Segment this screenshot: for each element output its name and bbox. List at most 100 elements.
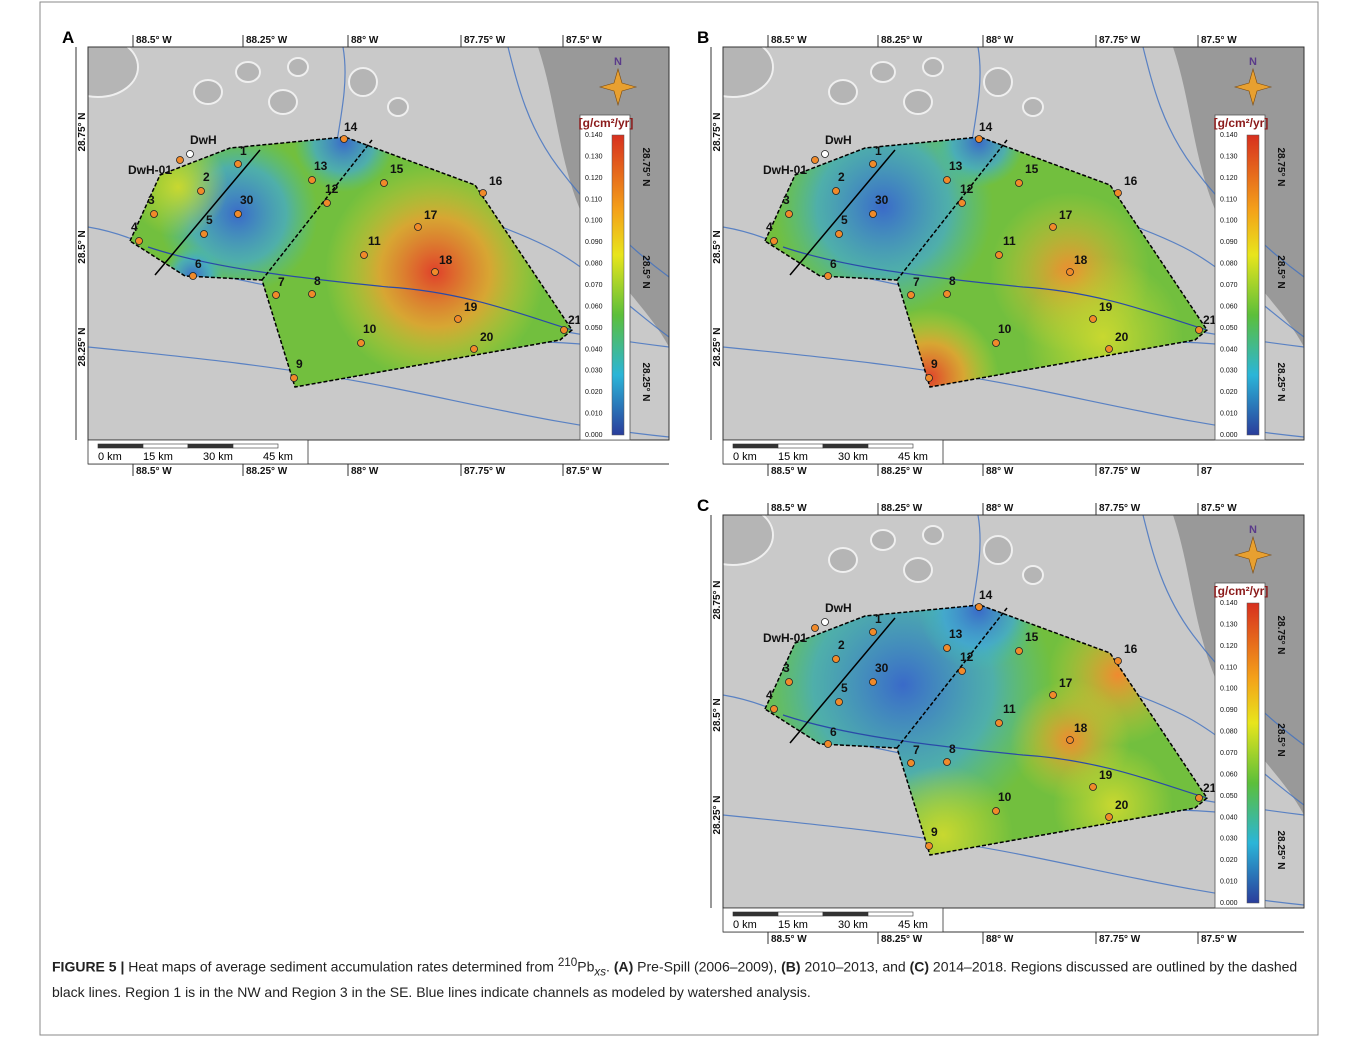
lat-label: 28.5° N — [712, 230, 723, 263]
station — [308, 176, 316, 184]
legend-tick: 0.140 — [1220, 132, 1238, 139]
station — [995, 719, 1003, 727]
station — [431, 268, 439, 276]
station-label: 4 — [766, 220, 773, 234]
station — [925, 842, 933, 850]
lat-label: 28.25° N — [77, 327, 88, 366]
station-label: 19 — [1099, 768, 1113, 782]
seamount — [1022, 97, 1044, 117]
station — [943, 758, 951, 766]
lat-label: 28.75° N — [640, 147, 651, 186]
legend-tick: 0.070 — [585, 282, 603, 289]
legend-tick: 0.100 — [1220, 218, 1238, 225]
scale-seg — [732, 443, 779, 449]
north-label: N — [1249, 56, 1257, 68]
station-label: 17 — [424, 208, 438, 222]
legend-tick: 0.030 — [585, 368, 603, 375]
caption-sup: 210 — [557, 956, 578, 969]
legend-tick: 0.030 — [1220, 368, 1238, 375]
station-label: 30 — [875, 661, 889, 675]
station — [835, 698, 843, 706]
lon-label: 88° W — [986, 503, 1014, 514]
station-label: 20 — [1115, 330, 1129, 344]
legend-tick: 0.140 — [1220, 600, 1238, 607]
station-label: 21 — [1203, 781, 1217, 795]
region-divider — [789, 617, 896, 744]
station — [785, 678, 793, 686]
station-label: 10 — [363, 322, 377, 336]
station-label: 1 — [240, 144, 247, 158]
station-label: DwH-01 — [763, 163, 807, 177]
seamount — [268, 89, 298, 115]
station-label: DwH-01 — [763, 631, 807, 645]
scale-seg — [187, 443, 234, 449]
scale-label: 45 km — [263, 451, 293, 463]
seamount — [723, 47, 774, 98]
station — [272, 291, 280, 299]
legend-tick: 0.050 — [1220, 325, 1238, 332]
caption-label: (B) — [781, 958, 801, 975]
scale-seg — [142, 443, 189, 449]
station — [811, 156, 819, 164]
lat-label: 28.25° N — [640, 362, 651, 401]
station — [1015, 647, 1023, 655]
panel-label: B — [697, 28, 709, 47]
legend-tick: 0.130 — [1220, 621, 1238, 628]
station-label: 5 — [841, 213, 848, 227]
station — [360, 251, 368, 259]
station-label: 7 — [913, 743, 920, 757]
station — [943, 290, 951, 298]
station — [811, 624, 819, 632]
station — [234, 160, 242, 168]
station-label: 12 — [960, 182, 974, 196]
legend-tick: 0.100 — [585, 218, 603, 225]
station — [197, 187, 205, 195]
station — [186, 150, 194, 158]
station-label: 21 — [568, 313, 582, 327]
legend-tick: 0.090 — [1220, 707, 1238, 714]
scale-label: 0 km — [98, 451, 122, 463]
lat-label: 28.75° N — [1275, 615, 1286, 654]
lon-label: 88.5° W — [771, 35, 807, 46]
lat-label: 28.25° N — [712, 795, 723, 834]
station-label: 7 — [278, 275, 285, 289]
station — [975, 135, 983, 143]
seamount — [235, 61, 261, 83]
station-label: 11 — [1003, 702, 1016, 716]
station — [454, 315, 462, 323]
legend-tick: 0.110 — [585, 196, 602, 203]
legend-tick: 0.040 — [1220, 814, 1238, 821]
scale-label: 30 km — [838, 451, 868, 463]
station — [832, 655, 840, 663]
station-label: 4 — [766, 688, 773, 702]
seamount — [903, 557, 933, 583]
station — [290, 374, 298, 382]
channel — [782, 246, 1207, 331]
seamount — [870, 61, 896, 83]
legend-tick: 0.070 — [1220, 282, 1238, 289]
station-label: 20 — [1115, 798, 1129, 812]
scale-seg — [97, 443, 144, 449]
station — [869, 678, 877, 686]
station-label: 11 — [368, 234, 381, 248]
station — [357, 339, 365, 347]
map-frame — [87, 46, 670, 441]
scale-label: 45 km — [898, 451, 928, 463]
lat-label: 28.75° N — [1275, 147, 1286, 186]
legend-tick: 0.030 — [1220, 836, 1238, 843]
station-label: 18 — [1074, 721, 1088, 735]
station — [975, 603, 983, 611]
north-label: N — [614, 56, 622, 68]
station — [869, 210, 877, 218]
lon-label: 87.75° W — [1099, 503, 1141, 514]
station — [1195, 326, 1203, 334]
station — [785, 210, 793, 218]
legend-tick: 0.130 — [1220, 153, 1238, 160]
channel — [782, 714, 1207, 799]
station — [995, 251, 1003, 259]
lon-label: 87.75° W — [1099, 466, 1141, 477]
station-label: 5 — [841, 681, 848, 695]
lon-label: 87.5° W — [566, 466, 602, 477]
scale-label: 15 km — [143, 451, 173, 463]
